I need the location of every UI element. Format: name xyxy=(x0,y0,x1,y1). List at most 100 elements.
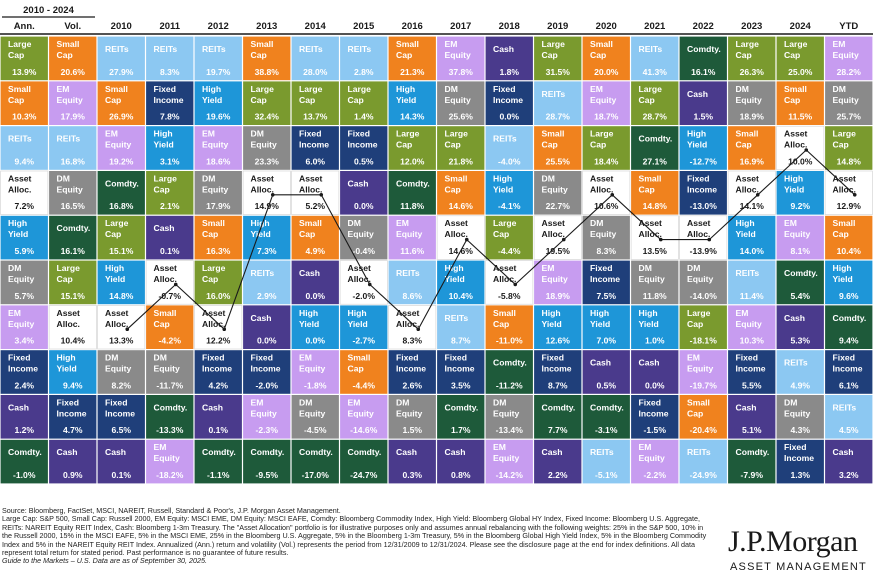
cell-value: 14.9% xyxy=(255,201,280,211)
cell-label-line2: Cap xyxy=(57,274,73,284)
cell-background xyxy=(533,215,582,260)
cell-value: 6.5% xyxy=(111,425,131,435)
cell-label-line1: EM xyxy=(348,397,361,407)
cell-background xyxy=(0,81,48,125)
cell-label-line2: Income xyxy=(590,274,620,284)
cell-label-line1: EM xyxy=(687,353,700,363)
cell-value: 9.4% xyxy=(63,380,83,390)
cell-label-line1: Asset xyxy=(493,263,517,273)
cell-label-line1: Small xyxy=(736,129,759,139)
cell-background xyxy=(146,305,194,349)
cell-label-line1: High xyxy=(8,218,27,228)
cell-background xyxy=(679,439,727,484)
cell-ann-reits: REITs 9.4% xyxy=(0,126,48,170)
cell-label-line2: Equity xyxy=(590,95,616,105)
cell-label: Cash xyxy=(542,447,563,457)
cell-value: 10.4% xyxy=(449,291,474,301)
cell-background xyxy=(97,260,145,305)
column-header-2017: 2017 xyxy=(450,21,471,32)
cell-value: 26.3% xyxy=(740,67,765,77)
cell-background xyxy=(97,215,145,260)
cell-value: 0.9% xyxy=(63,470,83,480)
cell-2018-reits: REITs -4.0% xyxy=(485,126,533,170)
cell-label-line2: Income xyxy=(396,364,426,374)
cell-background xyxy=(436,215,485,260)
cell-label-line2: Cap xyxy=(736,140,752,150)
cell-value: 19.6% xyxy=(206,112,231,122)
cell-background xyxy=(243,350,291,394)
cell-background xyxy=(97,395,145,439)
cell-label: Cash xyxy=(736,402,757,412)
cell-value: 17.9% xyxy=(61,112,86,122)
cell-label-line1: High xyxy=(251,218,270,228)
cell-label-line1: Fixed xyxy=(105,397,127,407)
cell-value: 10.4% xyxy=(61,336,86,346)
cell-background xyxy=(194,305,243,350)
cell-label: Cash xyxy=(639,358,660,368)
cell-background xyxy=(340,215,388,260)
cell-label-line2: Equity xyxy=(154,453,180,463)
footnote-definitions: Large Cap: S&P 500, Small Cap: Russell 2… xyxy=(2,514,707,558)
cell-label-line1: Large xyxy=(154,173,178,183)
cell-background xyxy=(0,126,48,170)
cell-background xyxy=(146,215,194,260)
cell-value: 7.8% xyxy=(160,112,180,122)
cell-background xyxy=(49,36,97,81)
cell-2017-reits: REITs 8.7% xyxy=(437,305,485,349)
cell-value: 14.0% xyxy=(740,246,765,256)
cell-label-line2: Equity xyxy=(687,274,713,284)
cell-label-line2: Cap xyxy=(251,50,267,60)
cell-value: 23.3% xyxy=(255,156,280,166)
cell-label: Comdty. xyxy=(639,134,673,144)
cell-label-line2: Cap xyxy=(251,95,267,105)
cell-background xyxy=(437,81,485,125)
cell-value: 8.3% xyxy=(160,67,180,77)
cell-label-line2: Income xyxy=(105,408,135,418)
asset-allocation-line xyxy=(125,148,857,332)
cell-background xyxy=(339,260,388,305)
cell-background xyxy=(291,36,339,81)
cell-value: 32.4% xyxy=(255,112,280,122)
cell-value: 4.5% xyxy=(839,425,859,435)
cell-label-line2: Alloc. xyxy=(348,274,371,284)
cell-value: -0.4% xyxy=(353,246,376,256)
cell-background xyxy=(437,126,485,170)
asset-allocation-point xyxy=(852,193,857,197)
cell-label-line1: Large xyxy=(8,39,32,49)
cell-label-line2: Alloc. xyxy=(784,140,807,150)
cell-background xyxy=(291,350,339,394)
cell-value: -18.1% xyxy=(690,336,718,346)
cell-background xyxy=(0,350,48,394)
cell-background xyxy=(49,171,97,215)
cell-value: -11.2% xyxy=(496,380,523,390)
cell-background xyxy=(679,395,727,439)
cell-label-line1: Large xyxy=(590,129,614,139)
cell-2024-cash: Cash 5.3% xyxy=(776,305,824,349)
cell-background xyxy=(97,36,145,81)
cell-background xyxy=(340,171,388,215)
cell-label-line2: Cap xyxy=(299,229,315,239)
asset-allocation-point xyxy=(173,282,178,287)
cell-value: 7.3% xyxy=(257,246,277,256)
cell-background xyxy=(776,171,824,215)
cell-background xyxy=(485,126,533,170)
cell-background xyxy=(679,305,727,349)
cell-value: 0.5% xyxy=(596,380,616,390)
cell-label: REITs xyxy=(542,89,566,99)
